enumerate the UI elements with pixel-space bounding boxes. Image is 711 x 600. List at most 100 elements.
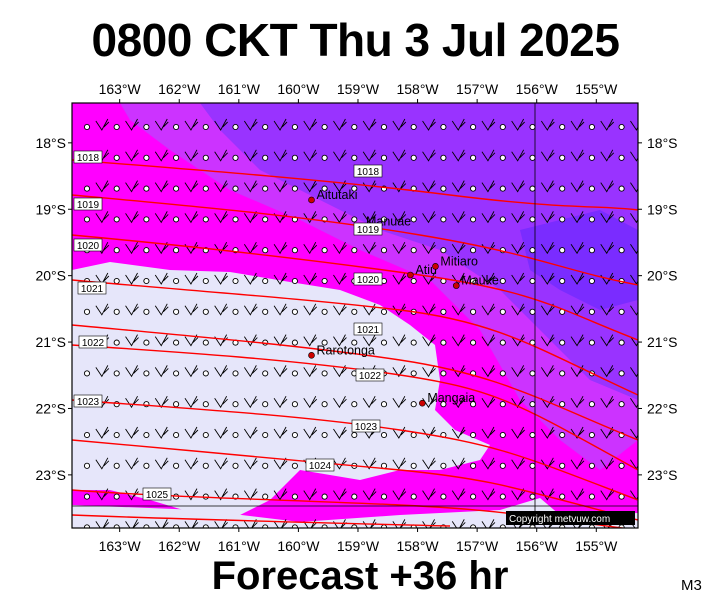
wind-barb (410, 493, 417, 500)
wind-barb (410, 431, 417, 439)
wind-barb (83, 431, 91, 439)
wind-barb (202, 462, 209, 469)
wind-barb (113, 462, 120, 469)
svg-text:1022: 1022 (359, 371, 382, 382)
lat-tick-left: 21°S (35, 334, 66, 350)
wind-barb (113, 185, 120, 192)
wind-barb (588, 216, 595, 223)
wind-barb (630, 243, 638, 255)
wind-barb (481, 334, 496, 347)
wind-barb (232, 370, 239, 377)
wind-barb (481, 272, 496, 285)
wind-barb (362, 457, 377, 470)
wind-barb (630, 428, 638, 439)
wind-barb (380, 154, 388, 161)
wind-barb (559, 277, 566, 285)
wind-barb (410, 277, 417, 285)
wind-barb (470, 216, 477, 223)
wind-barb (113, 493, 120, 500)
wind-barb (481, 426, 496, 439)
lon-tick-bottom: 160°W (277, 538, 320, 554)
wind-barb (600, 334, 615, 347)
wind-barb (83, 308, 91, 315)
wind-barb (243, 426, 258, 439)
place-name: Mauke (461, 274, 499, 288)
light-region (72, 262, 490, 520)
wind-barb (125, 365, 139, 378)
place-name: Atiu (415, 263, 437, 277)
wind-barb (184, 334, 199, 347)
wind-barb (618, 123, 625, 131)
wind-barb (540, 488, 555, 501)
isobar-label: 1020 (353, 272, 383, 286)
wind-barb (243, 211, 258, 224)
wind-barb (202, 123, 209, 131)
wind-barb (351, 431, 358, 439)
wind-barb (499, 185, 506, 192)
wind-barb (262, 277, 269, 285)
wind-barb (470, 339, 477, 346)
wind-barb (600, 149, 615, 162)
isobar-label: 1020 (73, 238, 103, 252)
wind-barb (321, 277, 328, 285)
lat-tick-left: 18°S (35, 135, 66, 151)
wind-barb (511, 211, 525, 224)
wind-barb (440, 247, 447, 254)
wind-barb (630, 151, 638, 162)
wind-barb (362, 395, 377, 409)
lat-tick-left: 23°S (35, 467, 66, 483)
wind-barb (125, 334, 139, 347)
wind-barb (380, 401, 388, 408)
copyright-text: Copyright metvuw.com (509, 514, 610, 525)
wind-barb (143, 431, 150, 439)
isobar-labels: 1018 1018 1019 1019 1020 1020 1021 1021 1022 1022… (73, 150, 385, 501)
wind-barb (202, 401, 209, 408)
lon-tick-bottom: 163°W (99, 538, 142, 554)
wind-barb (83, 493, 91, 500)
wind-barb (232, 431, 239, 439)
wind-barb (184, 118, 199, 131)
wind-barb (202, 308, 209, 315)
wind-barb (113, 154, 120, 161)
wind-barb (95, 365, 110, 378)
wind-barb (333, 426, 347, 439)
wind-barb (243, 149, 258, 162)
wind-barb (173, 154, 180, 161)
wind-barb (321, 401, 328, 408)
lon-tick-top: 158°W (396, 81, 439, 97)
wind-barb (273, 457, 288, 470)
lon-tick-bottom: 158°W (396, 538, 439, 554)
wind-barb (451, 118, 466, 131)
wind-barb (588, 462, 595, 469)
wind-barb (243, 272, 258, 285)
wind-barb (600, 241, 615, 255)
wind-barb (529, 462, 536, 469)
wind-barb (451, 457, 466, 470)
isobar-line (72, 399, 638, 501)
wind-barb (511, 426, 525, 439)
wind-barb (540, 241, 555, 255)
wind-barb (600, 180, 615, 193)
wind-barb (143, 247, 150, 254)
wind-barb (392, 211, 407, 224)
wind-barb (392, 272, 407, 285)
wind-barb (588, 493, 595, 500)
lon-tick-bottom: 155°W (575, 538, 618, 554)
wind-barb (529, 401, 536, 408)
wind-barb (125, 241, 139, 255)
wind-barb (262, 123, 269, 131)
svg-text:1025: 1025 (146, 490, 169, 501)
wind-barb (273, 211, 288, 224)
wind-barb (262, 370, 269, 377)
wind-barb (83, 123, 91, 131)
wind-barb (351, 154, 358, 161)
place-marker: Mitiaro (432, 254, 478, 270)
wind-barb (422, 241, 436, 255)
wind-barb (570, 180, 585, 193)
wind-barb (410, 370, 417, 377)
lon-tick-top: 161°W (218, 81, 261, 97)
wind-barb (303, 488, 318, 501)
lat-tick-right: 21°S (647, 334, 678, 350)
wind-barb (511, 365, 525, 378)
wind-barb (570, 211, 585, 224)
